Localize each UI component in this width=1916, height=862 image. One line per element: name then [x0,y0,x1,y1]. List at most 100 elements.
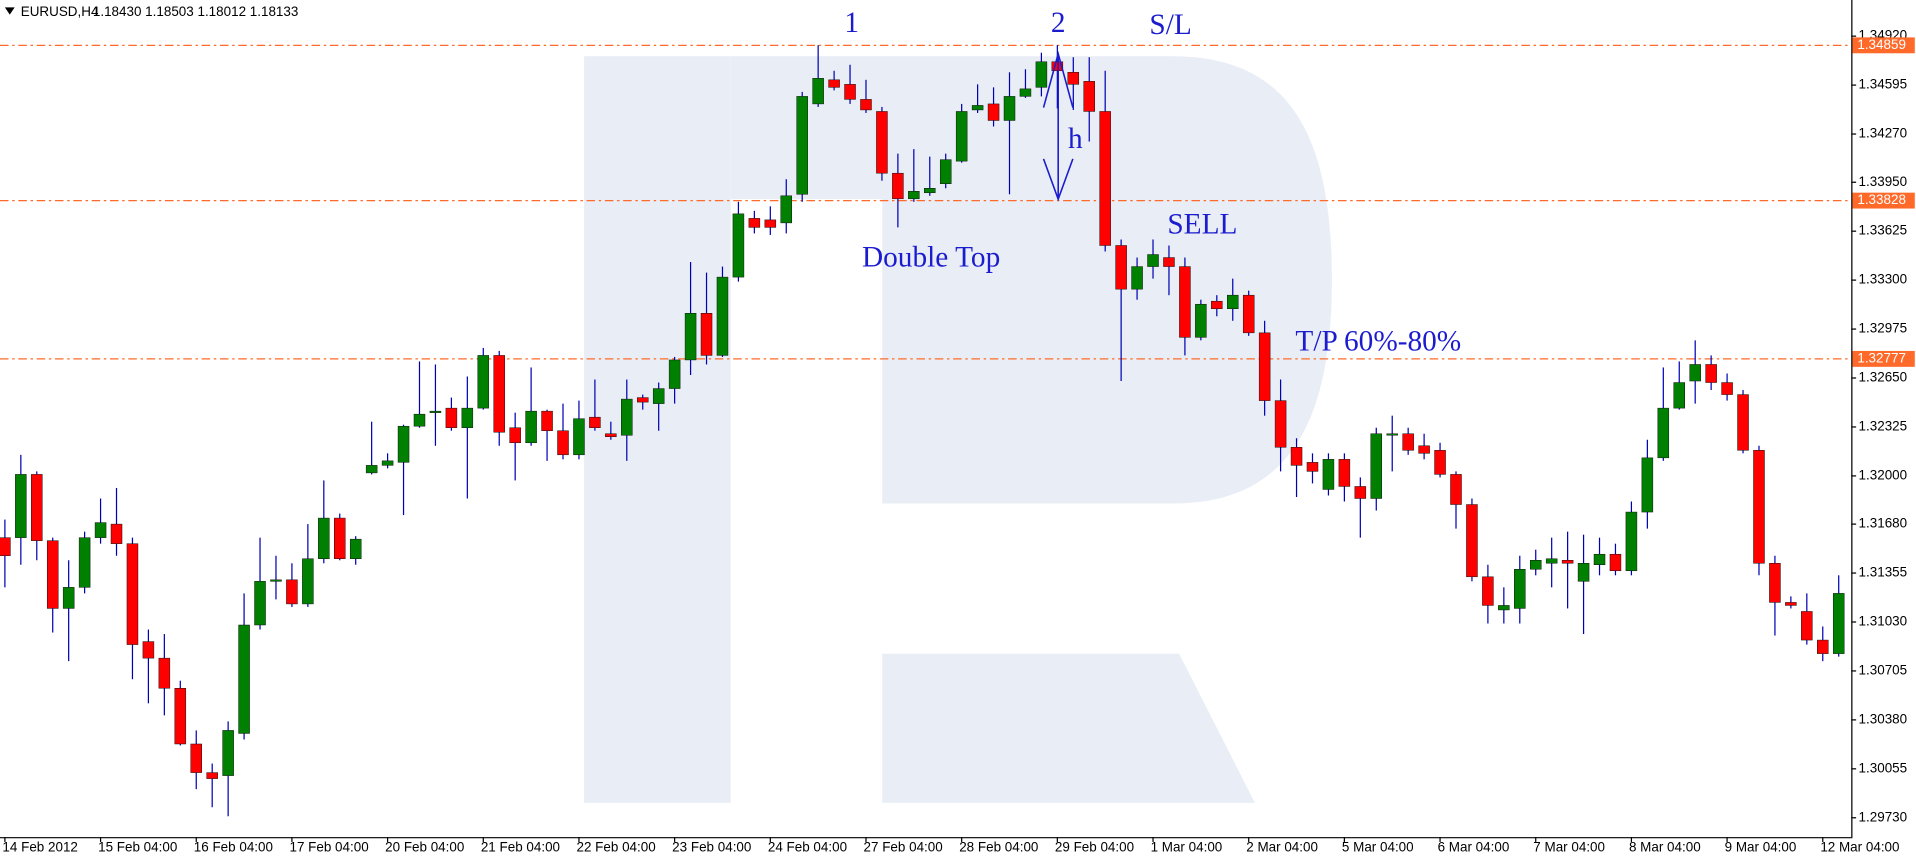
candle-body [174,688,187,745]
candle-body [748,218,761,228]
candle-body [892,172,904,200]
candle-body [31,474,43,541]
candle-body [381,460,394,466]
candle-body [605,433,617,437]
annotation: S/L [1149,9,1191,41]
candle-body [589,416,601,428]
annotation: Double Top [862,241,1000,273]
y-tick-label: 1.29730 [1859,809,1908,824]
candle-body [1370,433,1383,499]
candle-body [1131,266,1143,290]
candle-body [876,111,888,174]
plot-area [0,44,1852,817]
y-tick-label: 1.32975 [1859,321,1908,336]
candle-body [190,743,202,773]
candle-body [716,276,729,356]
y-tick-label: 1.30380 [1859,711,1908,726]
candle-body [780,195,792,224]
candle-body [1195,303,1207,338]
x-tick-label: 29 Feb 04:00 [1055,840,1134,855]
annotation: T/P 60%-80% [1295,326,1461,358]
candle-body [1545,558,1558,564]
annotations: 1 2 S/L h Double Top SELL T/P 60%-80% [844,7,1461,358]
candle-body [987,103,1000,121]
y-tick-label: 1.31680 [1859,516,1908,531]
candle-body [1657,407,1670,459]
candle-body [700,313,713,356]
candle-body [1179,266,1191,338]
candle-body [270,579,282,582]
candle-body [971,105,984,111]
candle-body [1529,560,1542,570]
candle-body [621,398,633,436]
candle-body [1163,257,1175,267]
y-tick-label: 1.32650 [1859,370,1908,385]
candle-body [924,188,936,194]
candle-body [222,730,234,776]
y-tick-label: 1.30705 [1859,662,1908,677]
candle-body [1737,394,1749,451]
candle-body [397,425,410,463]
candle-body [1290,447,1303,466]
candle-body [652,388,665,404]
candle-body [62,587,75,609]
arrow-head [1042,50,1074,108]
candle-body [1115,245,1127,290]
candle-body [15,474,27,538]
candle-body [1498,605,1510,611]
candle-body [1402,433,1414,451]
candle-body [334,517,346,559]
candle-body [812,78,824,105]
x-tick-label: 21 Feb 04:00 [481,840,560,855]
candle-body [0,537,11,556]
candle-body [1721,382,1733,395]
candle-body [1019,88,1032,97]
candle-body [732,213,745,278]
x-tick-label: 2 Mar 04:00 [1246,840,1318,855]
candle-body [1593,553,1606,566]
candle-body [1274,400,1287,448]
candle-body [238,624,250,734]
x-tick-label: 12 Mar 04:00 [1820,840,1899,855]
candle-body [844,84,856,100]
y-tick-label: 1.34595 [1859,77,1908,92]
candle-body [254,581,266,626]
level-label: 1.33828 [1857,192,1906,207]
x-tick-label: 24 Feb 04:00 [768,840,847,855]
candle-body [1258,332,1271,401]
candle-body [860,99,872,111]
candle-body [318,517,330,559]
candle-body [636,397,649,403]
watermark-stem [584,56,731,803]
candle-body [1801,611,1813,641]
y-tick-label: 1.33625 [1859,223,1908,238]
candle-body [302,558,314,605]
candle-body [1450,474,1462,505]
level-label: 1.34859 [1857,37,1906,52]
height-arrow [1042,50,1074,202]
candle-body [126,543,139,645]
level-label-box [1852,192,1915,209]
y-tick-label: 1.33300 [1859,272,1908,287]
candle-body [1322,459,1335,490]
x-tick-label: 28 Feb 04:00 [959,840,1038,855]
axes: 1.349201.345951.342701.339501.336251.333… [2,28,1915,855]
candle-body [286,579,298,605]
header-icon [4,7,15,15]
candle-body [78,537,91,588]
candle-body [1641,457,1654,513]
x-tick-label: 1 Mar 04:00 [1151,840,1223,855]
candle-body [1242,294,1255,334]
annotation: SELL [1167,208,1237,240]
x-tick-label: 27 Feb 04:00 [864,840,943,855]
candle-body [1753,450,1765,564]
x-tick-label: 20 Feb 04:00 [385,840,464,855]
candle-body [1003,96,1016,121]
y-tick-label: 1.32000 [1859,467,1908,482]
annotation: 1 [844,7,859,39]
header-symbol: EURUSD,H4 [21,4,99,19]
candle-body [1067,72,1080,85]
level-label-box [1852,350,1915,367]
